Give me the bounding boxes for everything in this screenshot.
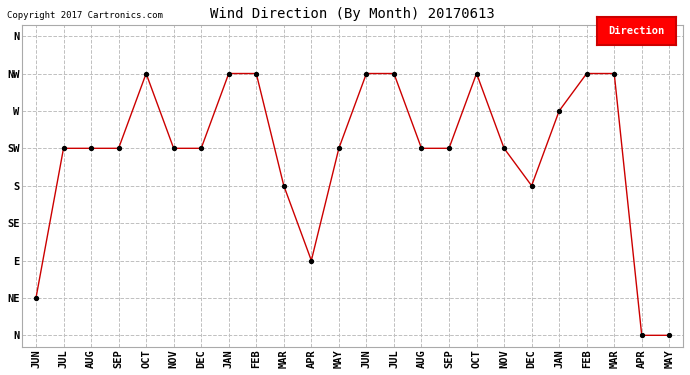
Point <box>553 108 564 114</box>
Point <box>581 70 592 76</box>
Point <box>306 258 317 264</box>
Point <box>250 70 262 76</box>
Point <box>168 145 179 151</box>
Point <box>499 145 510 151</box>
Point <box>196 145 207 151</box>
Point <box>333 145 344 151</box>
Point <box>361 70 372 76</box>
Point <box>636 332 647 338</box>
Point <box>416 145 427 151</box>
Point <box>30 295 41 301</box>
Point <box>223 70 234 76</box>
Point <box>609 70 620 76</box>
Point <box>526 183 537 189</box>
Point <box>58 145 69 151</box>
Point <box>141 70 152 76</box>
Point <box>278 183 289 189</box>
Point <box>86 145 97 151</box>
Point <box>471 70 482 76</box>
Point <box>113 145 124 151</box>
Title: Wind Direction (By Month) 20170613: Wind Direction (By Month) 20170613 <box>210 7 495 21</box>
Point <box>664 332 675 338</box>
Text: Copyright 2017 Cartronics.com: Copyright 2017 Cartronics.com <box>7 11 163 20</box>
Text: Direction: Direction <box>609 26 664 36</box>
Point <box>444 145 455 151</box>
Point <box>388 70 400 76</box>
